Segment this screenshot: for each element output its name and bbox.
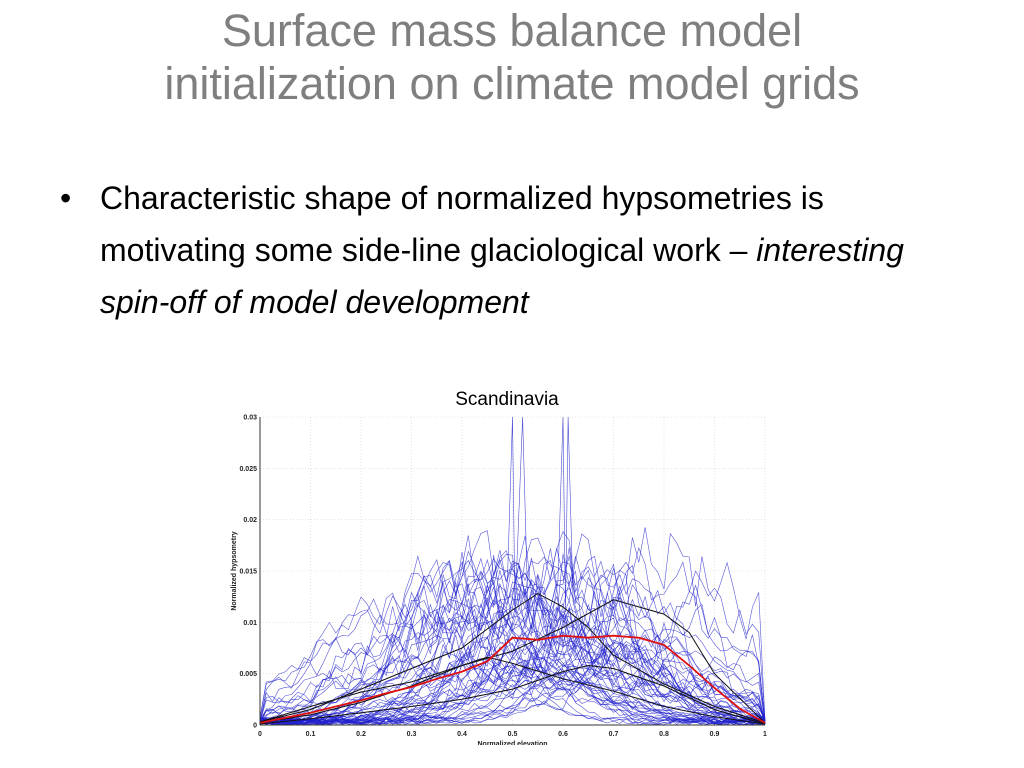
slide-title-line-2: initialization on climate model grids [164,58,860,109]
x-tick-label: 0.1 [306,731,316,738]
chart-axes: 0 0.1 0.2 0.3 0.4 0.5 0.6 0.7 0.8 0.9 1 0 0.005 0.01 0… [231,415,767,746]
thin-series-line [259,617,766,726]
bullet-text-plain: Characteristic shape of normalized hypso… [100,180,824,268]
x-tick-label: 1 [763,731,767,738]
bullet-text-italic: interesting spin-off of model developmen… [100,232,904,320]
thin-series-line [259,654,766,725]
y-tick-label: 0.01 [243,620,257,627]
highlight-series-line [259,593,766,724]
slide-title-line-1: Surface mass balance model [221,5,803,56]
y-tick-label: 0.025 [239,466,257,473]
thin-series-line [259,558,766,722]
slide-title: Surface mass balance model initializatio… [0,4,1024,110]
thin-series-line [259,537,766,724]
thin-series-line [259,585,766,724]
thin-series-line [259,592,766,723]
thin-series-line [259,553,766,722]
x-tick-label: 0.9 [710,731,720,738]
thin-series-line [260,561,766,725]
hypsometry-chart: 0 0.1 0.2 0.3 0.4 0.5 0.6 0.7 0.8 0.9 1 0 0.005 0.01 0… [231,415,767,746]
thin-series-line [259,641,766,726]
thin-series-line [259,551,766,724]
y-axis-label: Normalized hypsometry [231,531,238,610]
thin-series-spike [497,416,539,643]
thin-series-line [259,656,766,724]
thin-series-line [259,556,766,724]
x-tick-label: 0.2 [356,731,366,738]
x-axis-label: Normalized elevation [477,741,547,745]
y-tick-label: 0.015 [239,569,257,576]
thin-series-line [259,547,766,725]
thin-series-line [259,643,766,726]
bullet-text: Characteristic shape of normalized hypso… [100,172,920,328]
x-tick-label: 0.6 [558,731,568,738]
thin-series-line [259,651,766,724]
thin-series-line [259,585,766,726]
thin-series-line [259,583,766,725]
thin-series-line [259,609,766,726]
x-tick-label: 0.5 [508,731,518,738]
x-tick-label: 0 [258,731,262,738]
bullet-icon: • [60,180,72,216]
x-tick-label: 0.7 [609,731,619,738]
thin-series-line [259,533,766,724]
thin-series-line [259,559,766,721]
highlight-series-line [259,664,766,725]
y-tick-label: 0.005 [239,671,257,678]
x-tick-label: 0.4 [457,731,467,738]
y-tick-label: 0.03 [243,415,257,422]
bullet-point: • Characteristic shape of normalized hyp… [60,172,920,328]
chart-title: Scandinavia [455,389,559,410]
thin-series-line [259,527,766,725]
chart-series [259,593,766,725]
mean-series-line [259,634,766,724]
x-tick-label: 0.3 [407,731,417,738]
y-tick-label: 0 [253,723,257,730]
y-tick-label: 0.02 [243,517,257,524]
thin-series-line [259,590,766,723]
thin-series-spike [547,416,584,643]
highlight-series-line [259,656,766,725]
x-tick-label: 0.8 [659,731,669,738]
thin-series-line [259,570,766,726]
thin-series-line [259,666,766,724]
